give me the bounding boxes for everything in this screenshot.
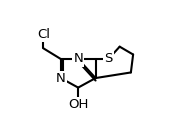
Text: N: N (56, 72, 66, 85)
Text: N: N (73, 53, 83, 65)
Text: Cl: Cl (37, 28, 50, 41)
Text: OH: OH (68, 99, 88, 112)
Text: S: S (104, 53, 113, 65)
